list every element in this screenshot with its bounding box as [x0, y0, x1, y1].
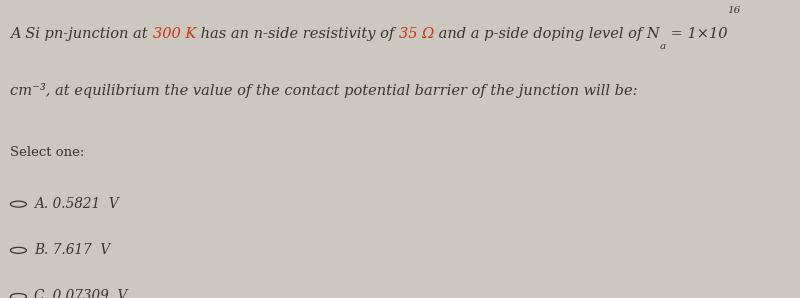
Text: B. 7.617  V: B. 7.617 V: [34, 243, 110, 257]
Circle shape: [10, 201, 26, 207]
Text: = 1×10: = 1×10: [666, 27, 727, 41]
Text: 35 Ω: 35 Ω: [398, 27, 434, 41]
Text: and a p-side doping level of N: and a p-side doping level of N: [434, 27, 660, 41]
Text: a: a: [660, 42, 666, 51]
Circle shape: [10, 294, 26, 298]
Text: C. 0.07309  V: C. 0.07309 V: [34, 289, 128, 298]
Text: 300 K: 300 K: [153, 27, 196, 41]
Text: has an n-side resistivity of: has an n-side resistivity of: [196, 27, 398, 41]
Text: cm⁻³, at equilibrium the value of the contact potential barrier of the junction : cm⁻³, at equilibrium the value of the co…: [10, 83, 638, 98]
Text: 16: 16: [727, 6, 741, 15]
Circle shape: [10, 247, 26, 253]
Text: Select one:: Select one:: [10, 146, 85, 159]
Text: A. 0.5821  V: A. 0.5821 V: [34, 197, 119, 211]
Text: A Si pn-junction at: A Si pn-junction at: [10, 27, 153, 41]
